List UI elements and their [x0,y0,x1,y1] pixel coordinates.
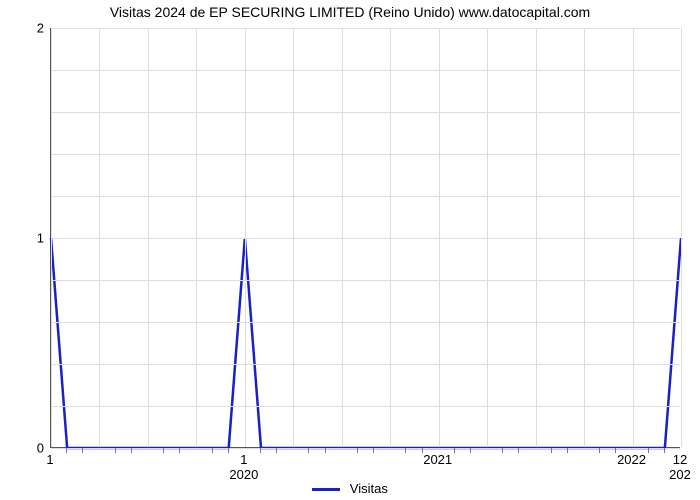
chart-title: Visitas 2024 de EP SECURING LIMITED (Rei… [0,4,700,20]
x-minor-tick [422,448,423,453]
visits-chart: Visitas 2024 de EP SECURING LIMITED (Rei… [0,0,700,500]
x-tick-label: 2021 [423,452,452,467]
x-minor-tick [502,448,503,453]
x-tick-label: 1 2020 [229,452,258,482]
legend-swatch [312,488,340,491]
y-tick-label: 1 [4,231,44,246]
x-minor-tick [179,448,180,453]
grid-h [51,238,680,239]
x-minor-tick [615,448,616,453]
x-minor-tick [551,448,552,453]
x-minor-tick [260,448,261,453]
x-tick-label: 2022 [617,452,646,467]
grid-h [51,112,680,113]
x-minor-tick [648,448,649,453]
x-minor-tick [115,448,116,453]
x-minor-tick [664,448,665,453]
legend: Visitas [0,481,700,496]
x-minor-tick [308,448,309,453]
x-minor-tick [373,448,374,453]
grid-h [51,280,680,281]
x-tick-label: 1 [46,452,53,467]
grid-h [51,70,680,71]
plot-area [50,28,680,448]
x-minor-tick [518,448,519,453]
grid-h [51,406,680,407]
x-minor-tick [405,448,406,453]
x-minor-tick [228,448,229,453]
x-minor-tick [567,448,568,453]
grid-h [51,322,680,323]
y-tick-label: 2 [4,21,44,36]
grid-v [681,28,682,447]
grid-h [51,448,680,449]
x-minor-tick [131,448,132,453]
grid-h [51,364,680,365]
x-minor-tick [470,448,471,453]
grid-h [51,196,680,197]
x-minor-tick [325,448,326,453]
x-minor-tick [163,448,164,453]
series-visitas [51,238,681,448]
x-minor-tick [454,448,455,453]
x-minor-tick [82,448,83,453]
x-tick-label: 12 202 [669,452,691,482]
y-tick-label: 0 [4,441,44,456]
legend-label: Visitas [350,481,388,496]
x-minor-tick [276,448,277,453]
x-minor-tick [599,448,600,453]
grid-h [51,154,680,155]
grid-h [51,28,680,29]
x-minor-tick [212,448,213,453]
x-minor-tick [357,448,358,453]
x-minor-tick [66,448,67,453]
